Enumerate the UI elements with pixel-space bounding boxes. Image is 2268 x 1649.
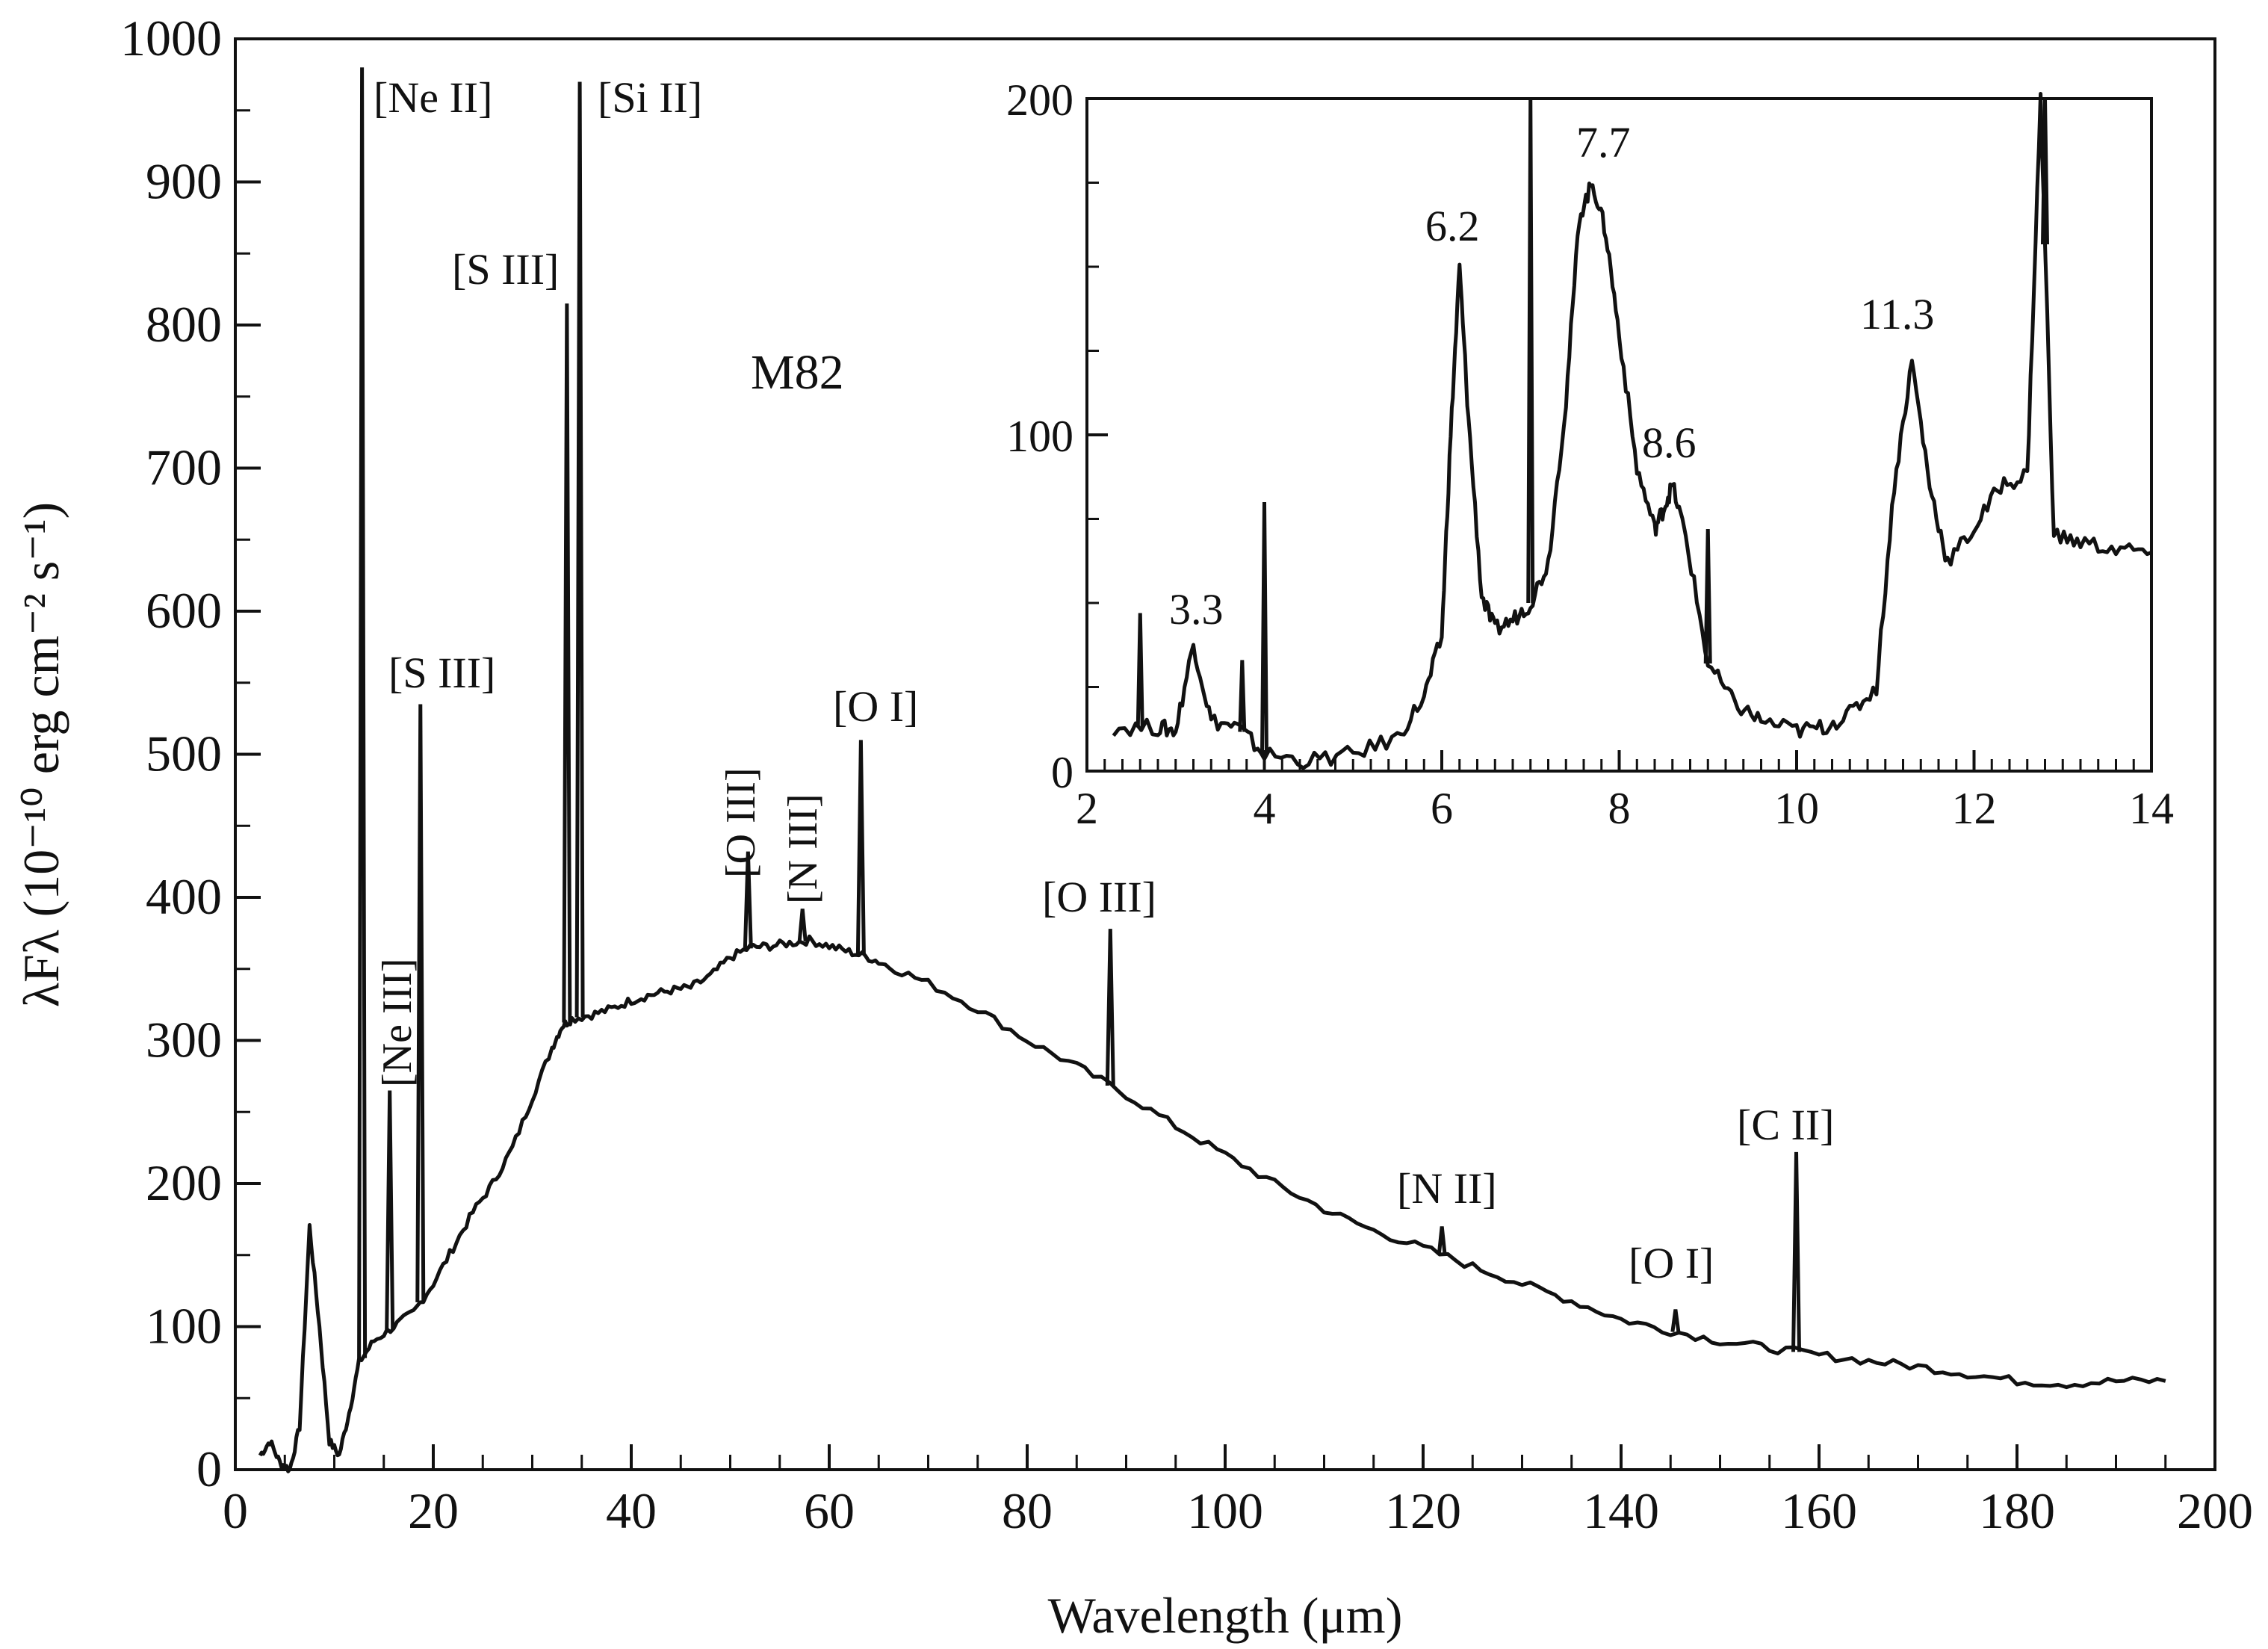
x-axis-title: Wavelength (μm) xyxy=(1048,1587,1403,1644)
x-tick-label: 12 xyxy=(1952,784,1997,833)
main-emission-lines xyxy=(357,67,1802,1358)
y-tick-label: 700 xyxy=(146,439,222,496)
label-c-ii: [C II] xyxy=(1737,1101,1834,1149)
main-axis-ticks: 0 20 40 60 80 100 120 140 160 180 2000100200300400… xyxy=(120,10,2253,1539)
y-tick-label: 200 xyxy=(1006,75,1073,125)
emission-line-peak xyxy=(574,81,585,1018)
y-tick-label: 0 xyxy=(1051,748,1073,797)
label-n-iii: [N III] xyxy=(780,793,826,904)
label-s-iii-33: [S III] xyxy=(452,245,559,294)
emission-line-peak xyxy=(1260,501,1268,755)
y-tick-label: 400 xyxy=(146,868,222,925)
label-si-ii: [Si II] xyxy=(598,73,702,122)
y-tick-label: 900 xyxy=(146,153,222,210)
inset-axis-ticks: 2 4 6 8 10 12 14 0 100 200 xyxy=(1006,75,2174,833)
x-tick-label: 180 xyxy=(1979,1482,2055,1539)
emission-line-peak xyxy=(743,851,753,949)
y-tick-label: 1000 xyxy=(120,10,222,66)
x-tick-label: 120 xyxy=(1385,1482,1461,1539)
emission-line-peak xyxy=(415,704,426,1302)
label-s-iii-18: [S III] xyxy=(388,649,495,697)
label-pah-6-2: 6.2 xyxy=(1425,202,1480,250)
inset-spectrum-line xyxy=(1112,92,2152,770)
emission-line-peak xyxy=(1105,929,1115,1086)
x-tick-label: 80 xyxy=(1002,1482,1053,1539)
emission-line-peak xyxy=(385,1090,395,1330)
label-o-i-145: [O I] xyxy=(1629,1239,1714,1287)
label-pah-7-7: 7.7 xyxy=(1576,118,1631,167)
y-tick-label: 0 xyxy=(196,1441,222,1497)
x-tick-label: 160 xyxy=(1781,1482,1857,1539)
label-o-i-63: [O I] xyxy=(833,682,918,731)
emission-line-peak xyxy=(1791,1151,1802,1352)
x-tick-label: 40 xyxy=(606,1482,657,1539)
y-tick-label: 100 xyxy=(146,1298,222,1355)
x-tick-label: 2 xyxy=(1076,784,1098,833)
emission-line-peak xyxy=(2041,98,2049,245)
emission-line-peak xyxy=(1437,1226,1447,1255)
label-ne-ii: [Ne II] xyxy=(374,73,492,122)
label-pah-3-3: 3.3 xyxy=(1169,585,1224,634)
x-tick-label: 8 xyxy=(1608,784,1631,833)
emission-line-peak xyxy=(1670,1309,1681,1332)
y-tick-label: 500 xyxy=(146,726,222,782)
emission-line-peak xyxy=(1135,613,1144,728)
x-tick-label: 20 xyxy=(408,1482,459,1539)
x-tick-label: 60 xyxy=(804,1482,855,1539)
label-pah-8-6: 8.6 xyxy=(1642,418,1697,467)
emission-line-peak xyxy=(855,740,866,956)
y-tick-label: 200 xyxy=(146,1154,222,1211)
label-n-ii: [N II] xyxy=(1397,1164,1497,1213)
x-tick-label: 200 xyxy=(2177,1482,2253,1539)
main-spectrum-line xyxy=(258,934,2166,1473)
x-tick-label: 6 xyxy=(1431,784,1453,833)
emission-line-peak xyxy=(357,67,368,1358)
x-tick-label: 140 xyxy=(1583,1482,1659,1539)
emission-line-peak xyxy=(1703,528,1712,664)
emission-line-peak xyxy=(1526,98,1535,604)
inset-emission-lines xyxy=(1135,98,2049,755)
y-tick-label: 600 xyxy=(146,582,222,639)
emission-line-peak xyxy=(1238,660,1247,732)
label-pah-11-3: 11.3 xyxy=(1860,290,1934,338)
emission-line-peak xyxy=(562,303,572,1023)
chart-title-m82: M82 xyxy=(751,345,844,400)
y-tick-label: 100 xyxy=(1006,412,1073,461)
y-axis-title: λFλ (10⁻¹⁰ erg cm⁻² s⁻¹) xyxy=(13,502,69,1007)
emission-line-peak xyxy=(797,909,808,942)
x-tick-label: 100 xyxy=(1187,1482,1263,1539)
label-o-iii-88: [O III] xyxy=(1042,873,1156,921)
x-tick-label: 14 xyxy=(2129,784,2174,833)
x-tick-label: 10 xyxy=(1774,784,1819,833)
x-tick-label: 4 xyxy=(1254,784,1276,833)
y-tick-label: 300 xyxy=(146,1012,222,1068)
label-ne-iii: [Ne III] xyxy=(374,958,421,1087)
inset-plot-background xyxy=(1087,99,2151,771)
label-o-iii-52: [O III] xyxy=(718,767,764,878)
y-tick-label: 800 xyxy=(146,296,222,353)
x-tick-label: 0 xyxy=(223,1482,248,1539)
